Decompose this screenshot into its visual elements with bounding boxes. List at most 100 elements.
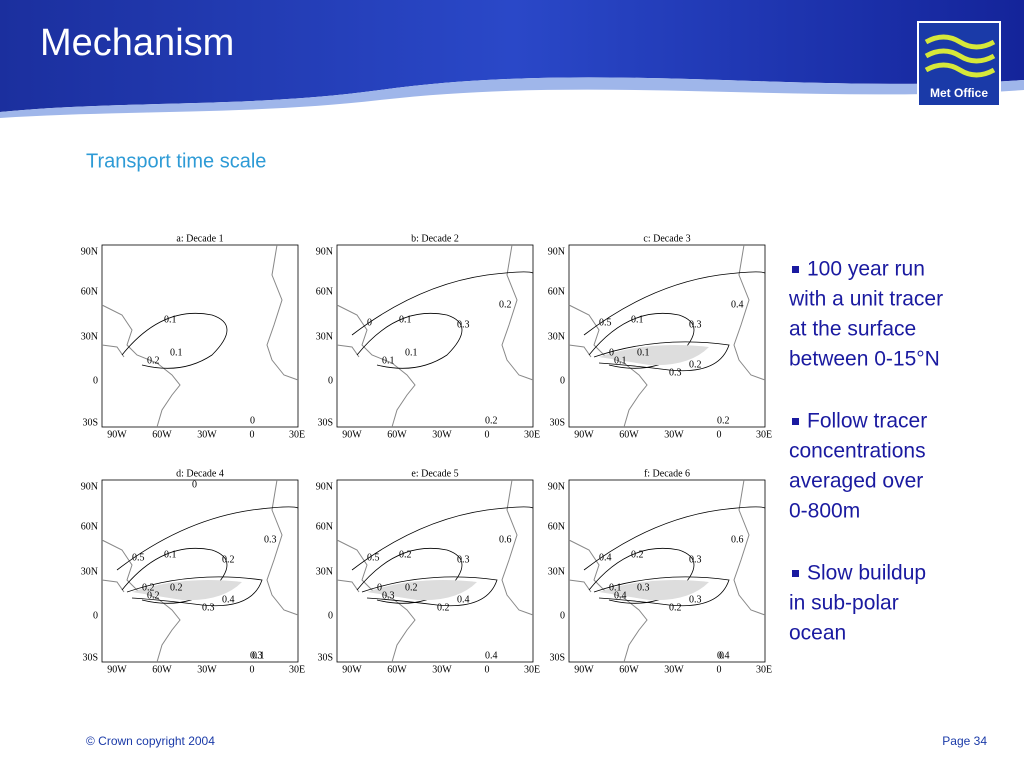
contour-label: 0.4: [599, 552, 612, 563]
lon-label: 30E: [756, 664, 772, 675]
contour-label: 0.5: [599, 317, 612, 328]
contour-label: 0.2: [147, 355, 160, 366]
contour-label: 0.1: [637, 347, 650, 358]
contour-label: 0.4: [222, 594, 235, 605]
map-panel: b: Decade 2 0.1 0.1 0.1 0.2 0.3 0.2 0 90N 60N 30N 0…: [316, 233, 540, 440]
bullet-text: averaged over: [789, 470, 923, 493]
slide-title: Mechanism: [40, 22, 234, 64]
coastline: [336, 244, 534, 428]
coastline: [568, 244, 766, 428]
lon-label: 0: [717, 664, 722, 675]
lat-label: 90N: [316, 246, 333, 257]
lat-label: 30N: [81, 566, 98, 577]
bullet-text: concentrations: [789, 440, 926, 463]
lat-label: 0: [93, 375, 98, 386]
contour-label: 0.2: [222, 554, 235, 565]
bullet-text: Slow buildup: [807, 562, 926, 585]
contour-label: 0.2: [717, 415, 730, 426]
contour-line: [126, 576, 263, 607]
lon-label: 60W: [387, 664, 407, 675]
contour-label: 0.1: [631, 314, 644, 325]
copyright: © Crown copyright 2004: [86, 734, 215, 748]
bullet-text: at the surface: [789, 318, 916, 341]
lat-label: 0: [560, 610, 565, 621]
contour-label: 0.2: [689, 359, 702, 370]
contour-label: 0.2: [499, 299, 512, 310]
bullet-text: in sub-polar: [789, 592, 899, 615]
bullet-text: 0-800m: [789, 500, 860, 523]
contour-label: 0.4: [485, 650, 498, 661]
map-panel: a: Decade 1 0.1 0.1 0.2 0 90N 60N 30N 0 30S 90W 60W…: [81, 233, 305, 440]
contour-label: 0.3: [250, 650, 263, 661]
coastline: [101, 244, 299, 428]
lon-label: 60W: [387, 429, 407, 440]
lat-label: 60N: [81, 286, 98, 297]
lon-label: 60W: [152, 664, 172, 675]
contour-label: 0.3: [689, 594, 702, 605]
lon-label: 90W: [107, 429, 127, 440]
lat-label: 60N: [548, 521, 565, 532]
contour-label: 0: [367, 317, 372, 328]
lon-label: 0: [717, 429, 722, 440]
lat-label: 60N: [316, 521, 333, 532]
contour-line: [351, 506, 534, 571]
contour-label: 0.3: [264, 534, 277, 545]
contour-label: 0.6: [731, 534, 744, 545]
contour-label: 0.2: [485, 415, 498, 426]
contour-line: [121, 312, 228, 369]
map-frame: [101, 244, 299, 428]
lat-label: 30S: [317, 652, 333, 663]
bullet-marker: [792, 266, 799, 273]
lat-label: 60N: [81, 521, 98, 532]
lat-label: 0: [328, 375, 333, 386]
contour-line: [583, 506, 766, 571]
contour-label: 0.1: [609, 582, 622, 593]
hatched-area: [599, 344, 709, 366]
contour-label: 0: [377, 582, 382, 593]
map-panel: e: Decade 5 0.2 0.2 0.3 0.4 0.3 0.6 0.5 0.4 0.2 0 9…: [316, 468, 540, 675]
lat-label: 90N: [316, 481, 333, 492]
lat-label: 90N: [548, 481, 565, 492]
lat-label: 30S: [549, 652, 565, 663]
contour-label: 0.3: [202, 602, 215, 613]
contour-label: 0.4: [614, 590, 627, 601]
contour-label: 0: [609, 347, 614, 358]
lon-label: 0: [485, 664, 490, 675]
lat-label: 60N: [548, 286, 565, 297]
panel-title: f: Decade 6: [644, 468, 690, 479]
lon-label: 30E: [756, 429, 772, 440]
bullet-text: between 0-15°N: [789, 348, 940, 371]
hatched-area: [599, 579, 709, 601]
contour-label: 0.5: [367, 552, 380, 563]
contour-line: [116, 506, 299, 571]
contour-line: [583, 271, 766, 336]
contour-line: [593, 576, 730, 607]
map-frame: [568, 479, 766, 663]
lat-label: 30N: [316, 331, 333, 342]
panel-title: e: Decade 5: [411, 468, 458, 479]
logo-box: [917, 21, 1001, 107]
map-panel: f: Decade 6 0.2 0.3 0.4 0.4 0.3 0.6 0.4 0.3 0.2 0.…: [548, 468, 772, 675]
map-frame: [336, 244, 534, 428]
contour-line: [361, 576, 498, 607]
lon-label: 30W: [197, 429, 217, 440]
lon-label: 90W: [574, 429, 594, 440]
contour-label: 0.1: [399, 314, 412, 325]
contour-label: 0.2: [405, 582, 418, 593]
lon-label: 90W: [342, 429, 362, 440]
contour-label: 0.3: [637, 582, 650, 593]
contour-label: 0: [192, 479, 197, 490]
subtitle: Transport time scale: [86, 150, 266, 172]
lat-label: 30N: [548, 566, 565, 577]
bullet-marker: [792, 418, 799, 425]
lat-label: 0: [328, 610, 333, 621]
contour-line: [593, 341, 730, 372]
contour-label: 0.3: [689, 554, 702, 565]
lat-label: 90N: [81, 481, 98, 492]
hatched-area: [132, 579, 242, 601]
contour-label: 0.2: [170, 582, 183, 593]
lon-label: 30W: [432, 429, 452, 440]
contour-label: 0.1: [252, 650, 265, 661]
contour-label: 0.1: [614, 355, 627, 366]
lat-label: 30N: [548, 331, 565, 342]
